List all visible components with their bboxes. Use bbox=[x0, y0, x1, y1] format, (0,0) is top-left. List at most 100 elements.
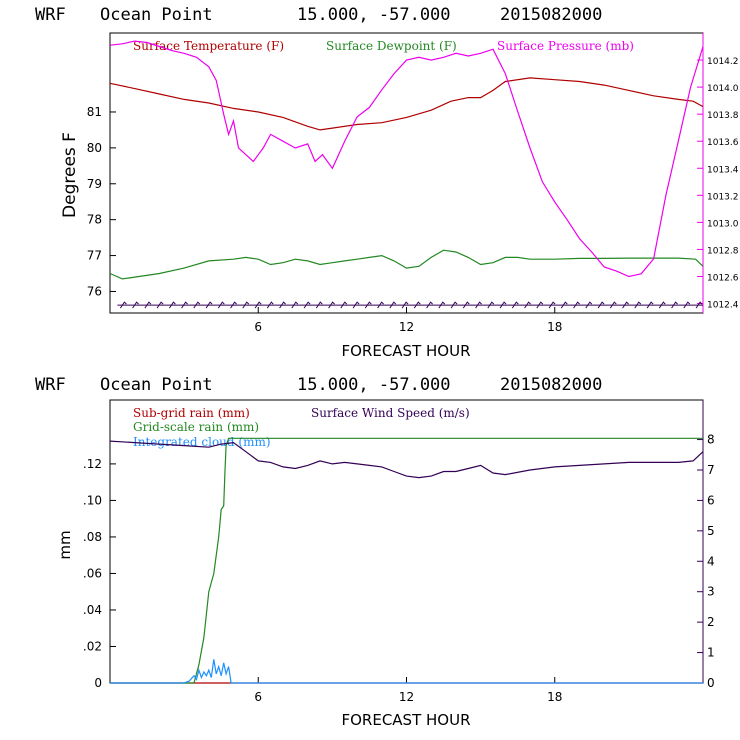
bottom-x-axis-label: FORECAST HOUR bbox=[341, 711, 470, 729]
wind-barb bbox=[132, 301, 139, 309]
wind-barb bbox=[524, 301, 531, 309]
wind-barb bbox=[695, 301, 703, 309]
x-tick-label: 18 bbox=[547, 320, 562, 334]
wind-barb bbox=[315, 301, 323, 309]
wind-barb bbox=[266, 301, 274, 309]
wind-barb bbox=[181, 301, 188, 309]
y-tick-label: 77 bbox=[87, 249, 102, 263]
surface-pressure-line bbox=[109, 40, 704, 278]
right-tick-label: 1 bbox=[707, 646, 715, 660]
surface-dewpoint-line bbox=[109, 249, 704, 280]
bottom-title-init: 2015082000 bbox=[500, 375, 602, 395]
right-tick-label: 1013.4 bbox=[707, 165, 739, 175]
wind-barb bbox=[450, 301, 458, 309]
wind-barb bbox=[573, 301, 580, 309]
y-tick-label: .08 bbox=[83, 530, 102, 544]
wind-barb bbox=[144, 301, 152, 309]
wind-barb bbox=[462, 301, 470, 309]
top-title-location: Ocean Point bbox=[100, 5, 213, 25]
bottom-legend: Sub-grid rain (mm) Grid-scale rain (mm) … bbox=[133, 406, 470, 449]
wind-barb bbox=[364, 301, 372, 309]
legend-surface-wind-speed: Surface Wind Speed (m/s) bbox=[311, 406, 470, 420]
legend-surface-temperature: Surface Temperature (F) bbox=[133, 39, 284, 53]
top-chart: WRF Ocean Point 15.000, -57.000 20150820… bbox=[35, 5, 739, 360]
wind-barb bbox=[609, 301, 617, 309]
right-tick-label: 1012.6 bbox=[707, 273, 739, 283]
right-tick-label: 1013.6 bbox=[707, 138, 739, 148]
legend-surface-dewpoint: Surface Dewpoint (F) bbox=[326, 39, 457, 53]
wind-barb bbox=[389, 301, 397, 309]
wind-barb bbox=[401, 301, 409, 309]
wind-barb bbox=[597, 301, 605, 309]
y-tick-label: .10 bbox=[83, 493, 102, 507]
bottom-y-axis-label: mm bbox=[56, 530, 74, 559]
top-axis-ticks: 6 12 18 76 77 78 79 80 81 bbox=[87, 105, 563, 334]
surface-temperature-line bbox=[109, 77, 704, 131]
right-tick-label: 0 bbox=[707, 676, 715, 690]
integrated-cloud-line bbox=[110, 659, 703, 684]
right-tick-label: 5 bbox=[707, 524, 715, 538]
right-tick-label: 4 bbox=[707, 554, 715, 568]
x-tick-label: 18 bbox=[547, 690, 562, 704]
wind-barb bbox=[622, 301, 629, 309]
wind-barb bbox=[205, 301, 213, 309]
top-legend: Surface Temperature (F) Surface Dewpoint… bbox=[133, 39, 634, 53]
bottom-axis-ticks: 6 12 18 0 .02 .04 .06 .08 .10 .12 bbox=[83, 457, 562, 704]
legend-surface-pressure: Surface Pressure (mb) bbox=[497, 39, 634, 53]
legend-grid-scale-rain: Grid-scale rain (mm) bbox=[133, 420, 259, 434]
wind-barb bbox=[328, 301, 335, 309]
bottom-title-model: WRF bbox=[35, 375, 66, 395]
y-tick-label: .02 bbox=[83, 639, 102, 653]
wind-barb bbox=[230, 301, 237, 309]
wind-barb bbox=[352, 301, 360, 309]
wind-barb bbox=[377, 301, 384, 309]
wind-barb bbox=[279, 301, 286, 309]
grid-scale-rain-line bbox=[110, 437, 703, 684]
wind-barb bbox=[646, 301, 654, 309]
bottom-title-coords: 15.000, -57.000 bbox=[297, 375, 451, 395]
x-tick-label: 12 bbox=[399, 690, 414, 704]
top-plot-frame bbox=[109, 32, 704, 314]
y-tick-label: .06 bbox=[83, 566, 102, 580]
y-tick-label: .04 bbox=[83, 603, 102, 617]
legend-sub-grid-rain: Sub-grid rain (mm) bbox=[133, 406, 250, 420]
wind-barb bbox=[254, 301, 262, 309]
wind-barb bbox=[291, 301, 299, 309]
wind-barb bbox=[413, 301, 421, 309]
y-tick-label: 81 bbox=[87, 105, 102, 119]
bottom-right-axis-ticks: 0 1 2 3 4 5 6 7 8 bbox=[697, 433, 715, 690]
right-tick-label: 2 bbox=[707, 615, 715, 629]
bottom-title-location: Ocean Point bbox=[100, 375, 213, 395]
wind-barb bbox=[193, 301, 201, 309]
wind-barbs bbox=[117, 301, 703, 309]
wind-barb bbox=[548, 301, 556, 309]
right-tick-label: 7 bbox=[707, 463, 715, 477]
right-tick-label: 1013.2 bbox=[707, 192, 739, 202]
wind-barb bbox=[438, 301, 446, 309]
wind-barb bbox=[671, 301, 678, 309]
right-tick-label: 1013.8 bbox=[707, 111, 739, 121]
top-right-axis-ticks: 1012.4 1012.6 1012.8 1013.0 1013.2 1013.4 1013… bbox=[697, 57, 739, 311]
right-tick-label: 1013.0 bbox=[707, 219, 739, 229]
top-title-model: WRF bbox=[35, 5, 66, 25]
wind-barb bbox=[499, 301, 507, 309]
x-tick-label: 6 bbox=[254, 690, 262, 704]
wind-barb bbox=[303, 301, 311, 309]
right-tick-label: 3 bbox=[707, 585, 715, 599]
x-tick-label: 6 bbox=[254, 320, 262, 334]
y-tick-label: 79 bbox=[87, 177, 102, 191]
wind-barb bbox=[511, 301, 519, 309]
wind-barb bbox=[168, 301, 176, 309]
right-tick-label: 1014.2 bbox=[707, 57, 739, 67]
wind-barb bbox=[487, 301, 495, 309]
y-tick-label: 80 bbox=[87, 141, 102, 155]
top-title-init: 2015082000 bbox=[500, 5, 602, 25]
top-y-axis-label: Degrees F bbox=[60, 132, 80, 218]
bottom-chart: WRF Ocean Point 15.000, -57.000 20150820… bbox=[35, 375, 715, 729]
wind-barb bbox=[536, 301, 544, 309]
wind-barb bbox=[560, 301, 568, 309]
y-tick-label: .12 bbox=[83, 457, 102, 471]
y-tick-label: 0 bbox=[94, 676, 102, 690]
wind-barb bbox=[426, 301, 433, 309]
